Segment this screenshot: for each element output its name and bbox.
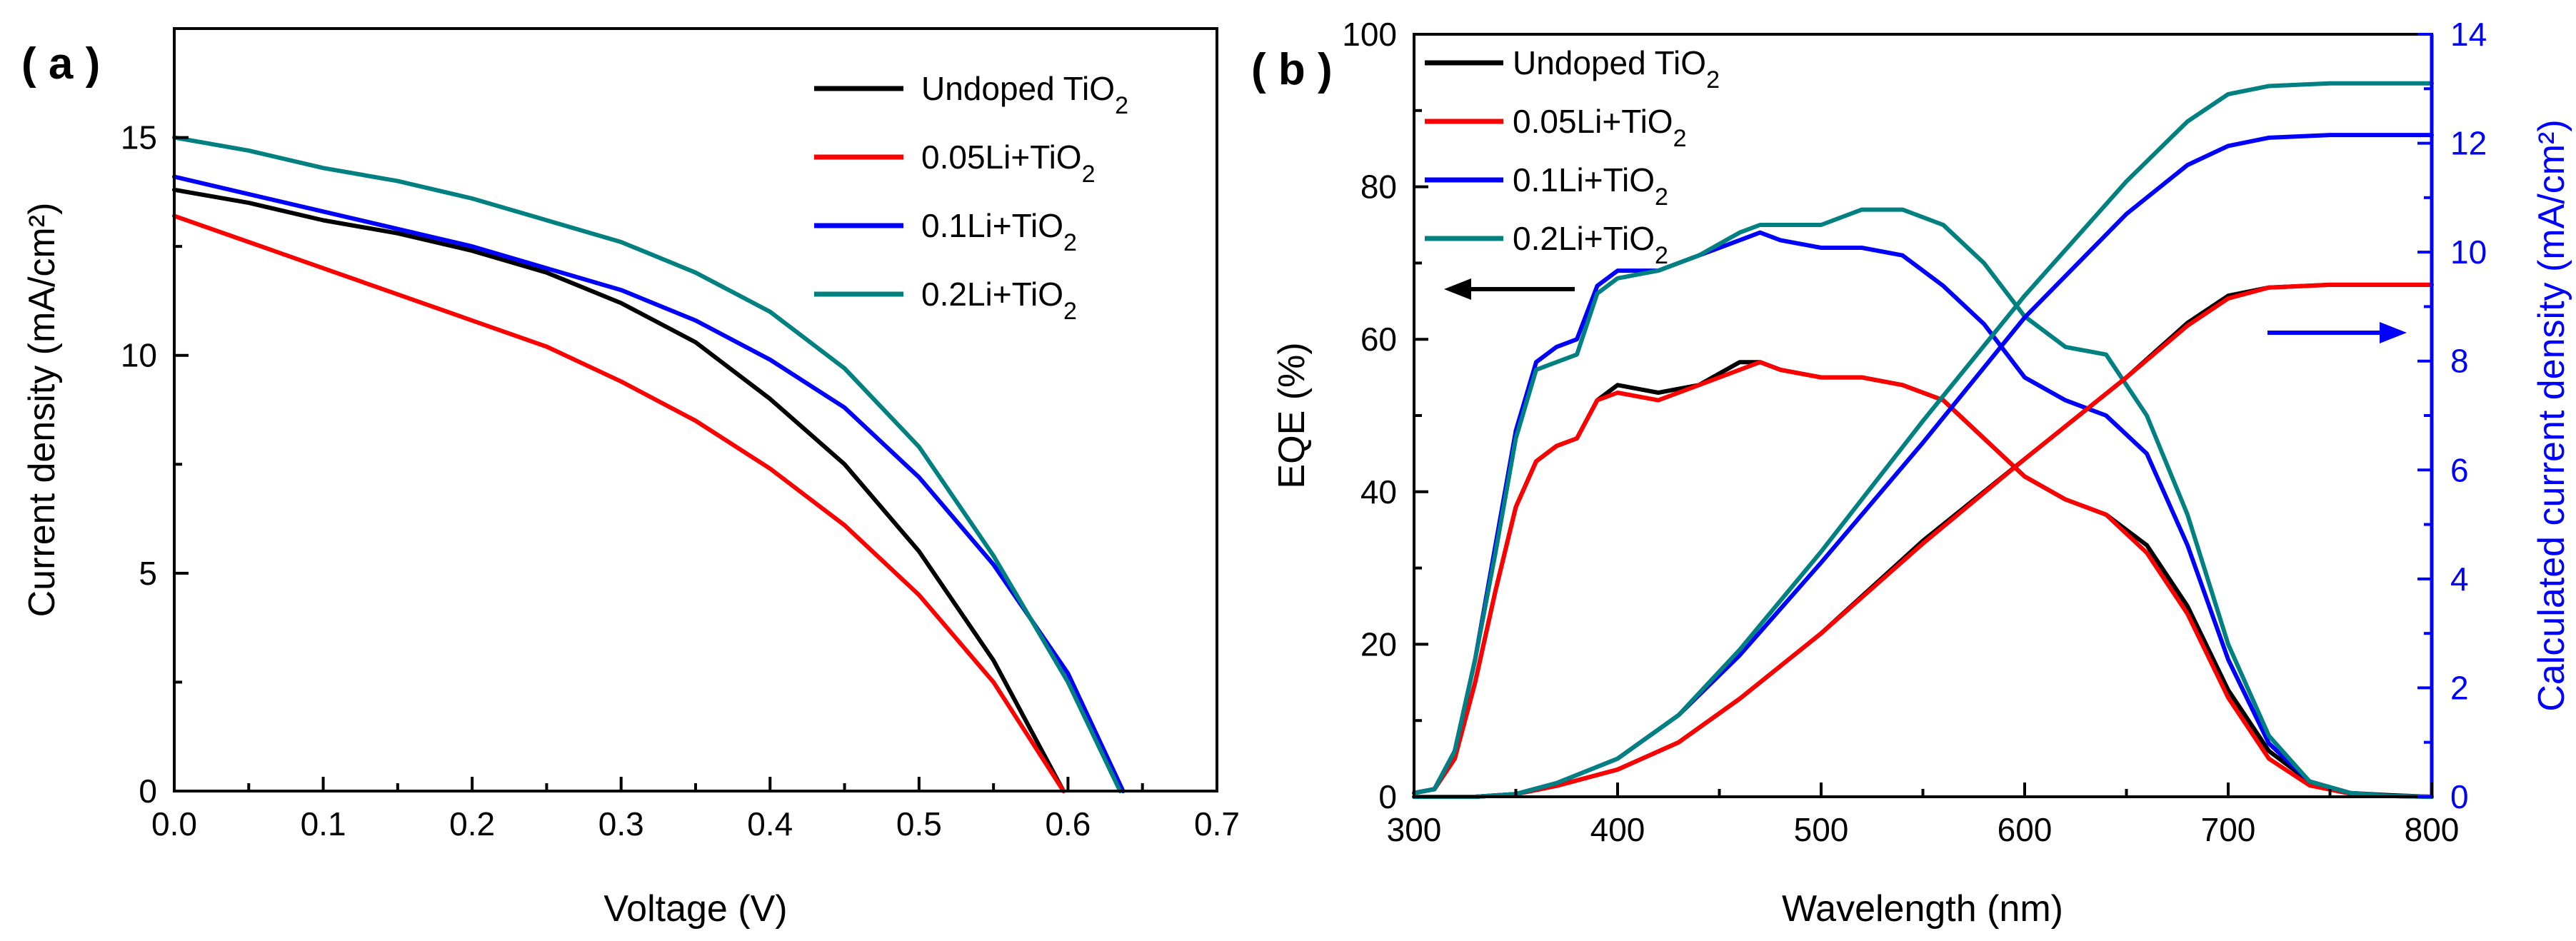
b-y2-tick-label: 4 bbox=[2450, 560, 2469, 598]
b-y2-tick-label: 8 bbox=[2450, 343, 2469, 380]
b-x-tick-label: 300 bbox=[1387, 811, 1442, 848]
b-y2-tick-label: 6 bbox=[2450, 451, 2469, 488]
b-y-tick-label: 40 bbox=[1360, 473, 1397, 510]
b-y-tick-label: 100 bbox=[1342, 16, 1397, 53]
a-x-tick-label: 0.6 bbox=[1045, 805, 1091, 842]
b-x-tick-label: 400 bbox=[1590, 811, 1645, 848]
panel-b-eqe-spectra: ( b ) 300 400 500 600 700 800 0 20 40 60 80 100 0 2… bbox=[1251, 16, 2572, 930]
a-x-tick-label: 0.1 bbox=[301, 805, 346, 842]
panel-a-label: ( a ) bbox=[21, 39, 100, 89]
legend-label-b-0-1li-tio: 0.1Li+TiO2 bbox=[1513, 161, 1668, 211]
series-line-b-0-1li-tio bbox=[1412, 230, 2434, 799]
series-line-a-0-1li-tio bbox=[172, 174, 1126, 793]
series-line-b-0-05li-tio bbox=[1412, 360, 2434, 799]
a-x-tick-label: 0.0 bbox=[151, 805, 197, 842]
b-y2-tick-label: 12 bbox=[2450, 125, 2487, 162]
legend-label-a-0-2li-tio: 0.2Li+TiO2 bbox=[921, 276, 1077, 325]
a-y-tick-label: 0 bbox=[139, 773, 157, 810]
b-y-tick-label: 60 bbox=[1360, 321, 1397, 358]
legend-label-b-undoped-tio: Undoped TiO2 bbox=[1513, 44, 1720, 94]
b-x-tick-label: 700 bbox=[2201, 811, 2256, 848]
panel-b-left-y-axis-title: EQE (%) bbox=[1271, 342, 1313, 488]
a-y-tick-label: 5 bbox=[139, 555, 157, 592]
b-y-tick-label: 20 bbox=[1360, 625, 1397, 663]
b-y2-tick-label: 2 bbox=[2450, 669, 2469, 706]
b-y2-tick-label: 0 bbox=[2450, 778, 2469, 815]
b-y2-tick-label: 14 bbox=[2450, 16, 2487, 53]
panel-b-x-ticks: 300 400 500 600 700 800 bbox=[1387, 783, 2460, 848]
series-line-b-undoped-tio bbox=[1412, 360, 2434, 799]
panel-b-label: ( b ) bbox=[1251, 45, 1333, 94]
series-line-b-0-2li-tio bbox=[1412, 207, 2434, 799]
right-axis-arrow bbox=[2267, 322, 2407, 343]
legend-label-a-0-05li-tio: 0.05Li+TiO2 bbox=[921, 139, 1096, 188]
series-line-b-0-2li-tio-integrated bbox=[1412, 81, 2434, 799]
series-line-a-undoped-tio bbox=[172, 187, 1066, 793]
panel-a-x-ticks: 0.0 0.1 0.2 0.3 0.4 0.5 0.6 0.7 bbox=[151, 777, 1240, 842]
panel-b-series-group bbox=[1412, 81, 2434, 799]
left-axis-arrow bbox=[1444, 278, 1575, 300]
b-x-tick-label: 500 bbox=[1794, 811, 1849, 848]
panel-b-right-y-axis-title: Calculated current density (mA/cm²) bbox=[2531, 119, 2572, 711]
a-x-tick-label: 0.4 bbox=[747, 805, 793, 842]
series-line-a-0-2li-tio bbox=[172, 135, 1123, 793]
a-x-tick-label: 0.5 bbox=[896, 805, 942, 842]
b-x-tick-label: 800 bbox=[2405, 811, 2460, 848]
a-y-tick-label: 15 bbox=[121, 119, 157, 156]
series-line-b-0-05li-tio-integrated bbox=[1412, 282, 2434, 799]
panel-a-series-group bbox=[172, 135, 1126, 793]
panel-a-y-axis-title: Current density (mA/cm²) bbox=[21, 203, 63, 618]
series-line-a-0-05li-tio bbox=[172, 213, 1066, 793]
panel-a-jv-curves: ( a ) 0.0 0.1 0.2 0.3 0.4 0.5 0.6 0.7 0 5 10 15 Vo… bbox=[21, 27, 1240, 930]
b-y2-tick-label: 10 bbox=[2450, 233, 2487, 271]
panel-b-legend: Undoped TiO2 0.05Li+TiO2 0.1Li+TiO2 0.2Li+T… bbox=[1425, 44, 1720, 269]
a-x-tick-label: 0.3 bbox=[598, 805, 644, 842]
a-x-tick-label: 0.7 bbox=[1194, 805, 1240, 842]
panel-b-plot-frame bbox=[1413, 33, 2433, 798]
b-y-tick-label: 0 bbox=[1378, 778, 1397, 815]
b-x-tick-label: 600 bbox=[1998, 811, 2053, 848]
legend-label-a-0-1li-tio: 0.1Li+TiO2 bbox=[921, 207, 1077, 256]
legend-label-b-0-2li-tio: 0.2Li+TiO2 bbox=[1513, 220, 1668, 269]
panel-b-right-y-ticks: 0 2 4 6 8 10 12 14 bbox=[2417, 16, 2487, 815]
legend-label-b-0-05li-tio: 0.05Li+TiO2 bbox=[1513, 103, 1687, 152]
b-y-tick-label: 80 bbox=[1360, 168, 1397, 206]
panel-a-y-ticks: 0 5 10 15 bbox=[121, 119, 189, 810]
panel-a-x-axis-title: Voltage (V) bbox=[603, 888, 787, 930]
legend-label-a-undoped-tio: Undoped TiO2 bbox=[921, 70, 1128, 119]
a-y-tick-label: 10 bbox=[121, 337, 157, 374]
panel-a-legend: Undoped TiO2 0.05Li+TiO2 0.1Li+TiO2 0.2Li+T… bbox=[814, 70, 1128, 325]
panel-b-left-y-ticks: 0 20 40 60 80 100 bbox=[1342, 16, 1428, 815]
a-x-tick-label: 0.2 bbox=[449, 805, 495, 842]
panel-b-x-axis-title: Wavelength (nm) bbox=[1782, 888, 2063, 930]
